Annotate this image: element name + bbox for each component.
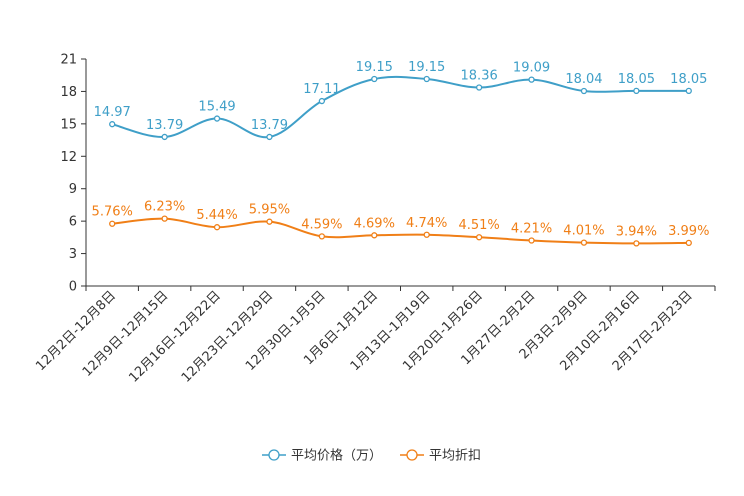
data-label: 19.15 [408,60,445,75]
series-line [111,75,689,139]
data-label: 19.15 [356,60,393,75]
data-point[interactable] [318,97,326,105]
data-label: 15.49 [198,100,235,115]
data-label: 5.76% [92,205,133,220]
x-tick-label: 12月16日-12月22日 [126,288,223,385]
y-tick-label: 18 [60,85,77,100]
data-label: 5.95% [249,203,290,218]
data-label: 3.99% [668,224,709,239]
data-point[interactable] [685,239,692,247]
y-tick-label: 3 [69,247,77,262]
y-tick-label: 21 [60,53,77,68]
data-point[interactable] [580,87,588,95]
legend-label: 平均价格（万） [291,448,382,464]
y-tick-label: 15 [60,117,77,132]
data-point[interactable] [266,133,273,141]
data-label: 18.05 [618,72,655,87]
data-label: 3.94% [616,224,657,239]
chart-series: 14.97 13.79 15.49 13.79 17.11 19.15 19.15 18.36… [92,60,709,247]
data-label: 18.04 [565,72,602,87]
chart-legend[interactable]: 平均价格（万） 平均折扣 [262,448,481,464]
data-label: 14.97 [94,105,131,120]
data-label: 4.01% [563,224,604,239]
data-label: 17.11 [303,82,340,97]
data-point[interactable] [685,87,692,95]
data-point[interactable] [161,133,168,141]
data-label: 6.23% [144,200,185,215]
legend-item-1[interactable]: 平均折扣 [400,449,481,464]
data-point[interactable] [161,215,168,222]
x-tick-label: 12月23日-12月29日 [179,288,276,385]
data-point[interactable] [475,84,483,91]
data-point[interactable] [266,218,273,225]
data-point[interactable] [213,115,221,122]
series-line [112,217,689,245]
y-tick-label: 6 [69,215,77,230]
legend-label: 平均折扣 [429,449,481,464]
data-point[interactable] [528,76,535,83]
data-point[interactable] [423,75,430,83]
series-1: 5.76% 6.23% 5.44% 5.95% 4.59% 4.69% 4.74% 4.51%… [92,200,709,247]
legend-marker-icon [406,449,418,461]
series-0: 14.97 13.79 15.49 13.79 17.11 19.15 19.15 18.36… [94,60,707,141]
data-label: 13.79 [146,118,183,133]
data-point[interactable] [423,231,430,238]
y-tick-label: 0 [69,280,77,295]
data-point[interactable] [528,237,535,244]
y-tick-label: 9 [69,182,77,197]
data-label: 18.36 [461,69,498,84]
data-label: 4.59% [301,217,342,232]
data-point[interactable] [109,121,116,128]
data-point[interactable] [580,239,588,246]
data-label: 4.21% [511,221,552,236]
data-point[interactable] [213,224,221,231]
data-point[interactable] [318,233,326,240]
legend-marker-icon [268,449,280,461]
data-label: 4.74% [406,216,447,231]
data-point[interactable] [475,234,483,241]
data-point[interactable] [371,75,378,83]
data-point[interactable] [371,232,378,239]
data-label: 4.51% [458,218,499,233]
data-label: 19.09 [513,61,550,76]
legend-item-0[interactable]: 平均价格（万） [262,448,382,464]
data-label: 5.44% [196,208,237,223]
data-label: 4.69% [354,216,395,231]
data-point[interactable] [109,220,116,227]
y-tick-label: 12 [60,150,77,165]
data-point[interactable] [633,87,640,95]
data-point[interactable] [633,240,640,247]
data-label: 13.79 [251,118,288,133]
data-label: 18.05 [670,72,707,87]
